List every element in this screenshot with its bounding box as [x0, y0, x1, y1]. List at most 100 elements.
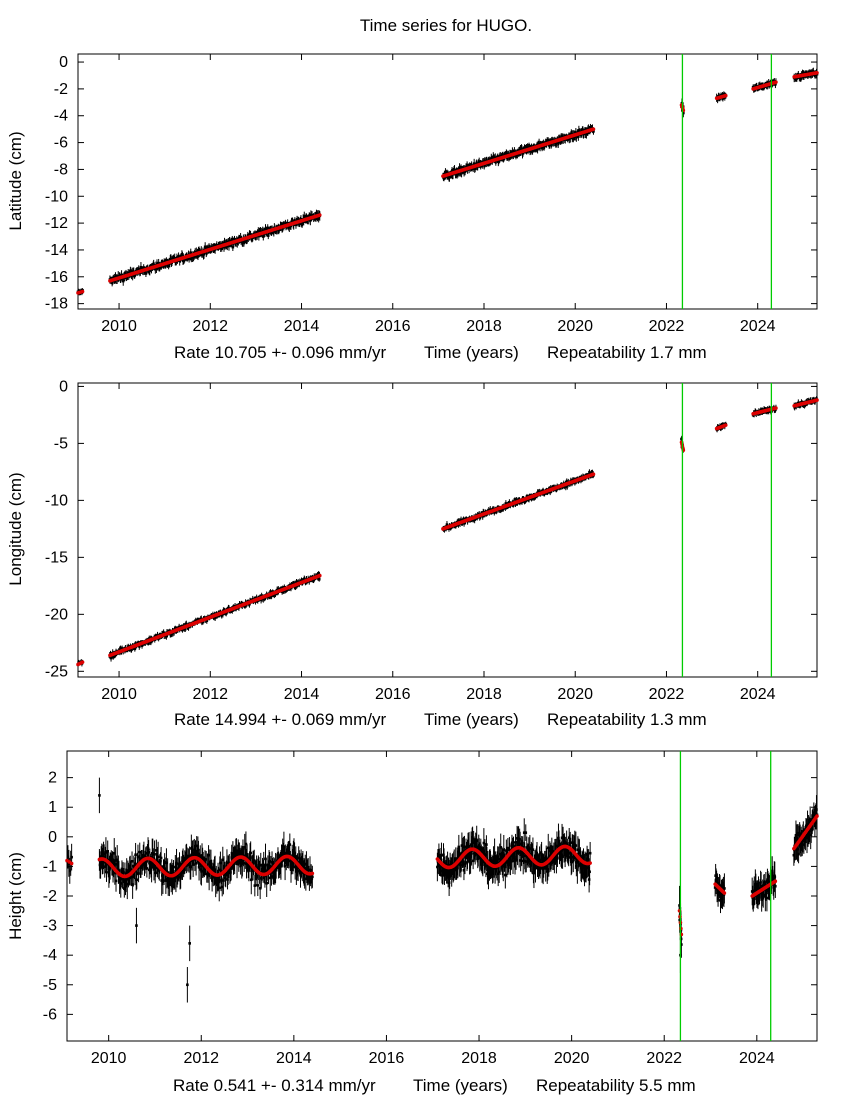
height-data-point [159, 856, 163, 860]
longitude-data-point [312, 579, 315, 582]
latitude-xtick-label: 2022 [649, 318, 685, 335]
latitude-observations [76, 67, 819, 296]
height-ytick-label: -6 [43, 1006, 57, 1023]
latitude-data-point [574, 131, 578, 134]
height-data-point [271, 871, 275, 874]
latitude-data-point [462, 170, 466, 174]
longitude-data-point [588, 470, 591, 474]
height-data-point [448, 873, 451, 876]
longitude-ytick-label: -25 [45, 663, 68, 680]
height-data-point [228, 861, 231, 865]
height-data-point [170, 871, 174, 875]
longitude-data-point [270, 594, 273, 598]
latitude-data-point [233, 238, 236, 241]
height-data-point [293, 851, 296, 855]
height-data-point [311, 875, 314, 879]
height-xtick-label: 2014 [276, 1050, 312, 1067]
height-data-point [276, 856, 280, 860]
longitude-time-label: Time (years) [424, 710, 519, 729]
height-data-point [226, 878, 229, 881]
longitude-data-point [471, 519, 475, 522]
latitude-data-point [173, 257, 177, 260]
height-data-point [173, 879, 177, 883]
height-data-point [123, 887, 126, 890]
latitude-data-point [496, 155, 500, 158]
height-data-point [146, 847, 150, 850]
latitude-xtick-label: 2016 [375, 318, 411, 335]
latitude-data-point [223, 240, 226, 244]
height-data-point [139, 866, 143, 870]
latitude-data-point [295, 218, 299, 221]
height-data-point [131, 883, 134, 886]
longitude-data-point [109, 656, 113, 660]
latitude-data-point [592, 130, 595, 133]
longitude-data-point [564, 485, 568, 489]
height-data-point [289, 859, 292, 863]
height-data-point [262, 864, 266, 867]
height-data-point [180, 870, 184, 873]
longitude-data-point [137, 645, 141, 648]
height-xtick-label: 2018 [461, 1050, 497, 1067]
height-data-point [226, 868, 230, 872]
height-data-point [440, 854, 443, 857]
longitude-data-point [295, 580, 298, 584]
height-data-point [167, 878, 171, 882]
height-data-point [118, 879, 122, 883]
height-rate-label: Rate 0.541 +- 0.314 mm/yr [173, 1076, 376, 1095]
height-data-point [220, 885, 224, 889]
latitude-data-point [242, 240, 246, 244]
latitude-xtick-label: 2024 [740, 318, 776, 335]
height-data-point [150, 866, 153, 869]
latitude-model-fit [76, 70, 819, 295]
longitude-data-point [495, 510, 498, 514]
longitude-data-point [680, 437, 684, 441]
height-data-point [140, 857, 143, 860]
height-data-point [197, 865, 201, 869]
height-data-point [158, 868, 161, 872]
height-data-point [185, 857, 188, 860]
latitude-data-point [572, 136, 575, 140]
height-data-point [195, 844, 198, 848]
height-data-point [178, 862, 181, 866]
latitude-data-point [119, 278, 123, 281]
height-data-point [257, 864, 261, 867]
height-data-point [158, 862, 162, 866]
longitude-data-point [488, 508, 492, 511]
latitude-data-point [245, 238, 248, 242]
height-data-point [138, 850, 142, 854]
height-xtick-label: 2016 [369, 1050, 405, 1067]
height-data-point [188, 854, 191, 858]
height-data-point [242, 861, 246, 865]
longitude-rate-label: Rate 14.994 +- 0.069 mm/yr [174, 710, 386, 729]
latitude-data-point [197, 249, 201, 253]
latitude-data-point [261, 229, 265, 232]
height-data-point [279, 861, 282, 865]
height-data-point [137, 872, 140, 875]
longitude-data-point [213, 616, 217, 619]
latitude-data-point [142, 266, 146, 269]
latitude-data-point [261, 235, 265, 238]
height-ytick-label: 1 [48, 799, 57, 816]
latitude-data-point [801, 71, 804, 74]
height-ytick-label: -4 [43, 947, 57, 964]
height-data-point [306, 868, 310, 872]
height-data-point [437, 853, 441, 857]
longitude-xtick-label: 2018 [466, 686, 502, 703]
latitude-data-point [192, 255, 196, 258]
height-ytick-label: 2 [48, 770, 57, 787]
latitude-ylabel: Latitude (cm) [6, 131, 25, 230]
latitude-model-point [774, 80, 778, 84]
latitude-data-point [556, 141, 560, 145]
height-data-point [161, 878, 165, 881]
height-data-point [109, 859, 112, 863]
longitude-data-point [508, 501, 511, 504]
height-data-point [231, 854, 235, 857]
latitude-data-point [249, 233, 252, 236]
height-data-point [112, 852, 116, 855]
height-data-point [297, 856, 301, 860]
latitude-rate-label: Rate 10.705 +- 0.096 mm/yr [174, 343, 386, 362]
latitude-data-point [765, 81, 769, 85]
latitude-data-point [196, 255, 200, 258]
longitude-ytick-label: -10 [45, 492, 68, 509]
